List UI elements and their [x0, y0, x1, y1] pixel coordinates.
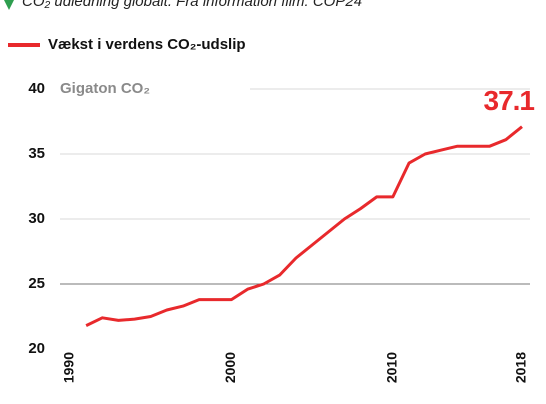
x-tick-label: 2010 — [384, 352, 400, 383]
title-marker — [4, 0, 14, 10]
series-line — [85, 125, 523, 327]
x-tick-label: 2018 — [513, 352, 529, 383]
x-tick-label: 1990 — [61, 352, 77, 383]
y-tick-label: 20 — [28, 340, 45, 357]
y-tick-label: 25 — [28, 275, 45, 292]
y-tick-label: 40 — [28, 80, 45, 97]
y-tick-label: 30 — [28, 210, 45, 227]
y-tick-label: 35 — [28, 145, 45, 162]
x-tick-label: 2000 — [222, 352, 238, 383]
chart-title: CO₂ udledning globalt. Fra information f… — [22, 0, 362, 10]
data-label: 37.1 — [484, 85, 535, 116]
y-axis-label: Gigaton CO₂ — [60, 80, 150, 97]
legend-label: Vækst i verdens CO₂-udslip — [48, 36, 246, 53]
